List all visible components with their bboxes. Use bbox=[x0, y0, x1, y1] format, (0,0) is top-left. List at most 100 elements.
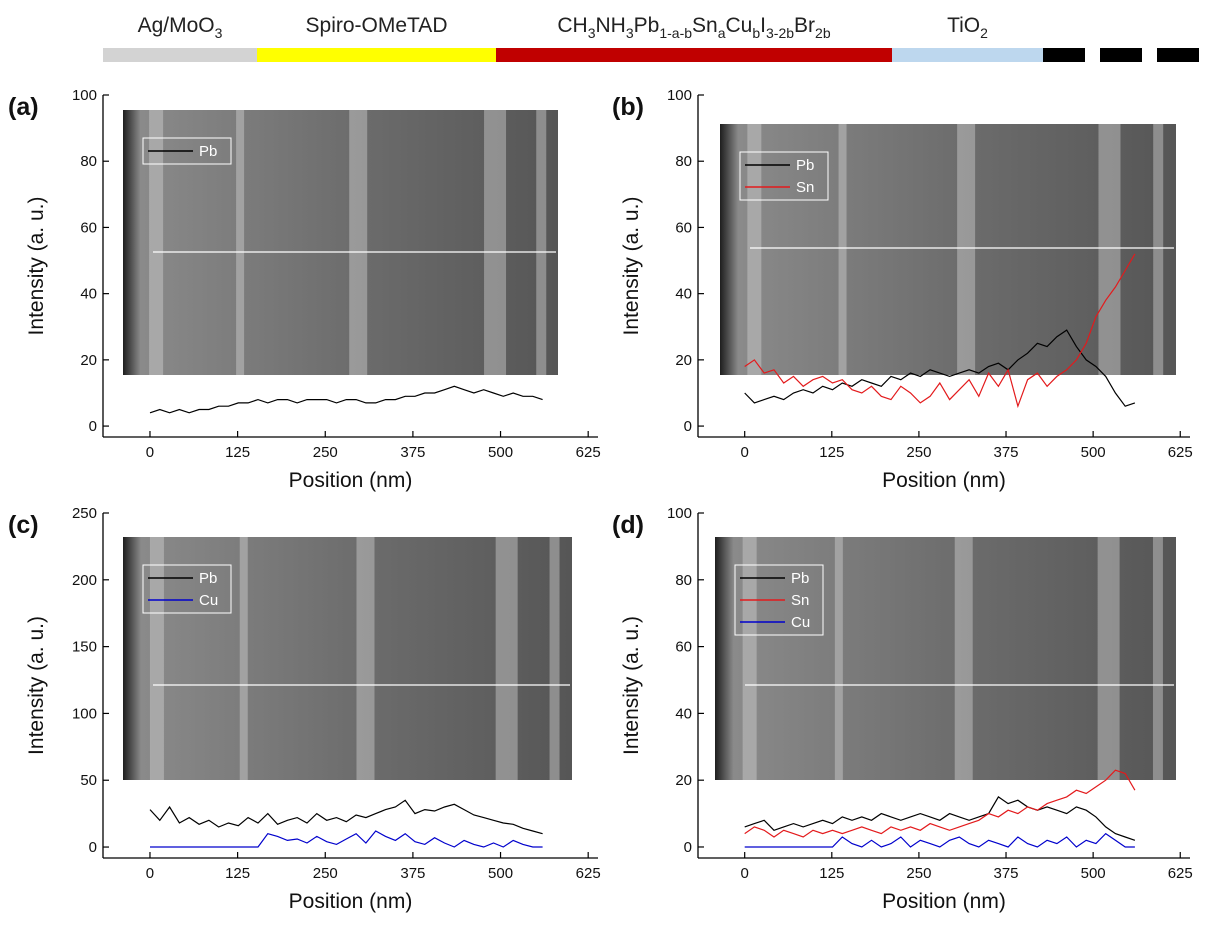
panel-label: (d) bbox=[612, 511, 644, 539]
y-tick-label: 0 bbox=[684, 839, 692, 856]
series-line bbox=[744, 329, 1136, 407]
x-tick-label: 250 bbox=[313, 444, 338, 461]
y-tick-label: 0 bbox=[89, 418, 97, 435]
y-tick-label: 80 bbox=[80, 153, 97, 170]
subscript: 3-2b bbox=[766, 25, 794, 41]
x-tick-label: 500 bbox=[488, 865, 513, 882]
x-tick-label: 625 bbox=[1168, 444, 1193, 461]
sem-streak bbox=[1153, 124, 1164, 375]
x-tick-label: 250 bbox=[313, 865, 338, 882]
x-tick-label: 0 bbox=[741, 865, 749, 882]
y-axis-label: Intensity (a. u.) bbox=[25, 197, 48, 336]
subscript: 2 bbox=[980, 25, 988, 41]
label-part: NH bbox=[596, 14, 626, 37]
y-tick-label: 80 bbox=[675, 572, 692, 589]
series-line bbox=[744, 253, 1136, 409]
panel-label: (b) bbox=[612, 93, 644, 121]
x-tick-label: 0 bbox=[146, 444, 154, 461]
y-tick-label: 250 bbox=[72, 505, 97, 522]
subscript: 3 bbox=[215, 25, 223, 41]
x-tick-label: 250 bbox=[906, 865, 931, 882]
x-tick-label: 500 bbox=[488, 444, 513, 461]
panel-label: (a) bbox=[8, 93, 39, 121]
y-tick-label: 200 bbox=[72, 572, 97, 589]
x-tick-label: 0 bbox=[741, 444, 749, 461]
series-line bbox=[149, 385, 543, 414]
layer-label: Ag/MoO3 bbox=[138, 14, 223, 41]
sem-streak bbox=[957, 124, 976, 375]
x-axis-label: Position (nm) bbox=[289, 469, 413, 492]
sem-streak bbox=[495, 537, 518, 780]
x-tick-label: 500 bbox=[1081, 865, 1106, 882]
layer-dash bbox=[1043, 48, 1085, 62]
y-tick-label: 60 bbox=[675, 639, 692, 656]
x-axis-label: Position (nm) bbox=[882, 890, 1006, 913]
legend-label: Sn bbox=[796, 179, 814, 196]
legend-label: Cu bbox=[199, 592, 218, 609]
y-axis-label: Intensity (a. u.) bbox=[25, 616, 48, 755]
layer-dash bbox=[1100, 48, 1142, 62]
sem-streak bbox=[149, 537, 164, 780]
x-tick-label: 375 bbox=[400, 444, 425, 461]
sem-streak bbox=[742, 537, 757, 780]
sem-streak bbox=[484, 110, 507, 375]
x-tick-label: 125 bbox=[819, 444, 844, 461]
x-tick-label: 500 bbox=[1081, 444, 1106, 461]
subscript: 3 bbox=[588, 25, 596, 41]
label-part: TiO bbox=[947, 14, 980, 37]
layer-bar bbox=[103, 48, 257, 62]
sem-streak bbox=[356, 537, 375, 780]
label-part: Cu bbox=[726, 14, 753, 37]
series-line bbox=[744, 796, 1136, 841]
y-tick-label: 60 bbox=[675, 219, 692, 236]
y-tick-label: 20 bbox=[80, 352, 97, 369]
y-tick-label: 60 bbox=[80, 219, 97, 236]
sem-image bbox=[715, 537, 1176, 780]
layer-label: Spiro-OMeTAD bbox=[306, 14, 448, 37]
layer-dash bbox=[1157, 48, 1199, 62]
x-tick-label: 625 bbox=[576, 865, 601, 882]
label-part: Sn bbox=[692, 14, 718, 37]
subscript: 3 bbox=[626, 25, 634, 41]
x-axis-label: Position (nm) bbox=[289, 890, 413, 913]
sem-image bbox=[123, 537, 572, 780]
x-tick-label: 375 bbox=[994, 865, 1019, 882]
y-tick-label: 150 bbox=[72, 639, 97, 656]
layer-label: TiO2 bbox=[947, 14, 988, 41]
y-tick-label: 40 bbox=[675, 286, 692, 303]
legend-label: Pb bbox=[791, 570, 809, 587]
layer-bar bbox=[496, 48, 892, 62]
layer-label: CH3NH3Pb1-a-bSnaCubI3-2bBr2b bbox=[557, 14, 830, 41]
sem-streak bbox=[834, 537, 843, 780]
x-tick-label: 375 bbox=[400, 865, 425, 882]
sem-streak bbox=[236, 110, 245, 375]
x-tick-label: 625 bbox=[576, 444, 601, 461]
x-axis-label: Position (nm) bbox=[882, 469, 1006, 492]
y-tick-label: 40 bbox=[80, 286, 97, 303]
y-tick-label: 100 bbox=[667, 505, 692, 522]
x-tick-label: 250 bbox=[906, 444, 931, 461]
label-part: Pb bbox=[634, 14, 660, 37]
series-line bbox=[150, 830, 543, 848]
y-tick-label: 100 bbox=[72, 87, 97, 104]
legend-box bbox=[739, 151, 829, 201]
y-tick-label: 0 bbox=[89, 839, 97, 856]
label-part: CH bbox=[557, 14, 587, 37]
series-line bbox=[744, 832, 1135, 848]
y-axis-label: Intensity (a. u.) bbox=[620, 197, 643, 336]
x-tick-label: 375 bbox=[994, 444, 1019, 461]
sem-streak bbox=[838, 124, 847, 375]
legend-box bbox=[142, 564, 232, 614]
subscript: a bbox=[718, 25, 726, 41]
y-tick-label: 50 bbox=[80, 772, 97, 789]
y-axis-label: Intensity (a. u.) bbox=[620, 616, 643, 755]
sem-streak bbox=[536, 110, 547, 375]
subscript: b bbox=[752, 25, 760, 41]
sem-streak bbox=[349, 110, 368, 375]
x-tick-label: 125 bbox=[225, 444, 250, 461]
legend-box bbox=[142, 137, 232, 165]
x-tick-label: 625 bbox=[1168, 865, 1193, 882]
sem-streak bbox=[239, 537, 248, 780]
